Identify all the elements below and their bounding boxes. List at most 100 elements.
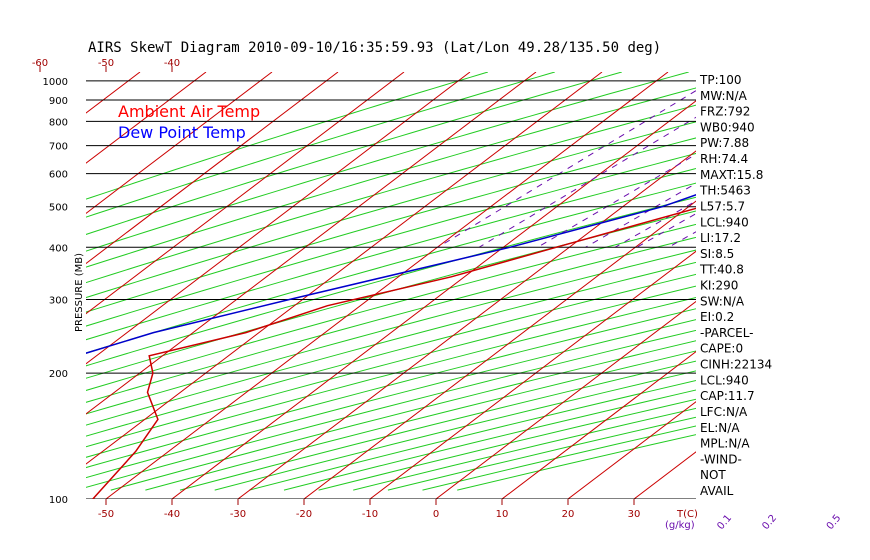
- mixing-ratio-line: [585, 182, 696, 248]
- isotherm-line: [820, 72, 870, 508]
- mixing-ratio-line: [751, 72, 870, 247]
- side-panel-item: EL:N/A: [700, 421, 740, 435]
- side-panel-item: TT:40.8: [699, 263, 744, 277]
- legend-entry: Ambient Air Temp: [118, 102, 260, 121]
- bottom-temp-tick-label: -50: [98, 509, 114, 520]
- side-panel-item: EI:0.2: [700, 310, 734, 324]
- side-panel-item: LFC:N/A: [700, 405, 748, 419]
- pressure-tick-label: 1000: [43, 77, 68, 88]
- bottom-temp-tick-label: -40: [164, 509, 180, 520]
- dry-adiabat-line: [86, 249, 696, 415]
- dry-adiabat-line: [86, 104, 696, 284]
- bottom-temp-tick-label: 0: [433, 509, 439, 520]
- dry-adiabat-line: [86, 236, 696, 403]
- isotherm-line: [435, 300, 696, 499]
- dry-adiabat-line: [86, 261, 696, 426]
- isotherm-line: [754, 72, 870, 508]
- pressure-tick-label: 800: [49, 117, 68, 128]
- side-panel-item: MAXT:15.8: [700, 168, 763, 182]
- side-panel-item: LCL:940: [700, 373, 749, 387]
- bottom-temp-tick-label: 10: [496, 509, 509, 520]
- side-panel-item: WB0:940: [700, 120, 755, 134]
- side-panel-item: TH:5463: [699, 184, 751, 198]
- side-panel-item: CAPE:0: [700, 342, 743, 356]
- pressure-tick-label: 300: [49, 295, 68, 306]
- side-panel-item: PW:7.88: [700, 136, 749, 150]
- isotherm-line: [0, 72, 8, 508]
- dry-adiabat-line: [86, 182, 696, 354]
- top-temp-tick-label: -40: [164, 58, 180, 69]
- pressure-tick-label: 100: [49, 495, 68, 506]
- side-panel-item: LCL:940: [700, 215, 749, 229]
- dry-adiabat-line: [86, 72, 489, 200]
- mixing-ratio-line: [835, 72, 870, 247]
- dew-point-tempprofile-line: [86, 194, 696, 354]
- side-panel-item: MPL:N/A: [700, 437, 750, 451]
- mixing-ratio-line: [856, 72, 870, 247]
- dry-adiabat-line: [249, 379, 696, 491]
- side-panel-item: TP:100: [699, 73, 742, 87]
- mixing-ratio-line: [668, 231, 696, 248]
- pressure-tick-label: 700: [49, 142, 68, 153]
- dry-adiabat-line: [318, 398, 696, 491]
- side-panel-item: CAP:11.7: [700, 389, 755, 403]
- dry-adiabat-line: [86, 196, 696, 367]
- side-panel-item: -WIND-: [700, 452, 742, 466]
- mixing-ratio-line: [771, 72, 870, 247]
- pressure-tick-label: 900: [49, 96, 68, 107]
- side-panel-item: AVAIL: [700, 484, 734, 498]
- isotherm-line: [86, 72, 405, 315]
- dry-adiabat-line: [86, 72, 622, 235]
- isotherm-line: [105, 72, 669, 499]
- dry-adiabat-line: [86, 297, 696, 458]
- dry-adiabat-line: [86, 308, 696, 469]
- mixing-ratio-tick-label: 0.5: [825, 513, 844, 532]
- bottom-temp-tick-label: 20: [562, 509, 575, 520]
- dry-adiabat-line: [214, 370, 696, 491]
- isotherm-line: [567, 401, 696, 499]
- side-panel-item: RH:74.4: [700, 152, 748, 166]
- temp-unit-label: T(C): [676, 509, 698, 520]
- isotherm-line: [86, 72, 537, 415]
- legend-entry: Dew Point Temp: [118, 123, 246, 142]
- side-panel-item: SW:N/A: [700, 294, 745, 308]
- pressure-tick-label: 600: [49, 170, 68, 181]
- isotherm-line: [86, 72, 207, 164]
- isotherm-line: [0, 72, 74, 508]
- dry-adiabat-line: [86, 319, 696, 479]
- side-panel-item: SI:8.5: [700, 247, 734, 261]
- mixing-ratio-line: [437, 90, 696, 248]
- dry-adiabat-line: [86, 152, 696, 327]
- isotherm-line: [171, 100, 696, 499]
- mixing-ratio-line: [787, 72, 870, 247]
- mixing-ratio-line: [808, 72, 870, 247]
- pressure-tick-label: 400: [49, 243, 68, 254]
- dry-adiabat-line: [86, 273, 696, 437]
- side-panel-item: CINH:22134: [700, 358, 772, 372]
- pressure-tick-label: 500: [49, 203, 68, 214]
- side-panel-item: L57:5.7: [700, 199, 745, 213]
- isotherm-line: [369, 250, 696, 499]
- pressure-tick-label: 200: [49, 369, 68, 380]
- isotherm-line: [86, 72, 471, 365]
- mixing-ratio-line: [478, 116, 696, 248]
- chart-title: AIRS SkewT Diagram 2010-09-10/16:35:59.9…: [88, 40, 661, 56]
- side-panel-item: LI:17.2: [700, 231, 741, 245]
- bottom-temp-tick-label: -30: [230, 509, 246, 520]
- isotherm-line: [86, 72, 603, 465]
- bottom-temp-tick-label: -10: [362, 509, 378, 520]
- y-axis-label: PRESSURE (MB): [74, 253, 85, 332]
- isotherm-line: [303, 200, 696, 499]
- mixing-unit-label: (g/kg): [665, 520, 695, 531]
- bottom-temp-tick-label: -20: [296, 509, 312, 520]
- top-temp-tick-label: -60: [32, 58, 48, 69]
- dry-adiabat-line: [86, 87, 696, 268]
- dry-adiabat-line: [145, 350, 696, 491]
- isotherm-line: [501, 350, 696, 499]
- side-panel-item: NOT: [700, 468, 726, 482]
- mixing-ratio-tick-label: 0.1: [715, 513, 734, 532]
- dry-adiabat-line: [86, 223, 696, 391]
- side-panel-item: MW:N/A: [700, 89, 748, 103]
- dry-adiabat-line: [86, 72, 555, 218]
